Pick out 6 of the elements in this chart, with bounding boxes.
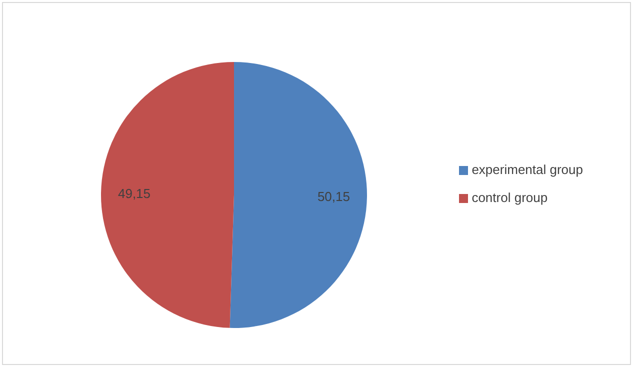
- pie-slice: [230, 62, 367, 328]
- data-label: 50,15: [317, 189, 350, 204]
- legend-label: experimental group: [472, 162, 583, 176]
- legend-label: control group: [472, 190, 548, 204]
- pie-slice: [101, 62, 234, 328]
- data-label: 49,15: [118, 186, 151, 201]
